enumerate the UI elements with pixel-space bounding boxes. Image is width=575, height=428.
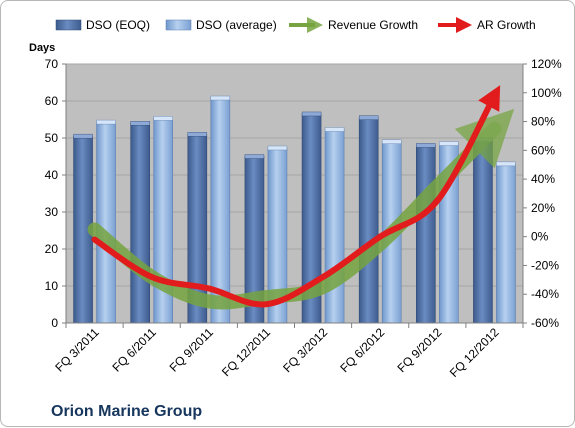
bar-dso-eoq-cap (359, 116, 378, 120)
bar-dso-eoq-cap (302, 112, 321, 116)
y2-tick-label: 60% (531, 143, 555, 157)
bar-dso-average (97, 122, 116, 323)
legend-item-revenue-growth: Revenue Growth (289, 18, 418, 32)
x-tick-label: FQ 9/2012 (394, 325, 444, 375)
legend-swatch-dso-average (166, 20, 191, 30)
bar-dso-average-cap (154, 116, 173, 120)
y2-tick-label: -60% (531, 316, 559, 330)
y-tick-label: 30 (45, 205, 59, 219)
legend-item-ar-growth: AR Growth (438, 18, 536, 32)
bar-dso-average-cap (496, 162, 515, 166)
bar-dso-average (325, 129, 344, 323)
y2-tick-label: -40% (531, 287, 559, 301)
bar-dso-eoq-cap (245, 155, 264, 159)
y-tick-label: 50 (45, 131, 59, 145)
chart-title: Orion Marine Group (51, 403, 202, 420)
y-tick-label: 10 (45, 279, 59, 293)
bar-dso-average-cap (439, 142, 458, 146)
bar-dso-eoq-cap (74, 134, 93, 138)
y2-tick-label: -20% (531, 258, 559, 272)
y-tick-label: 70 (45, 57, 59, 71)
bar-dso-average-cap (211, 96, 230, 100)
y-tick-label: 0 (51, 316, 58, 330)
y2-tick-label: 40% (531, 172, 555, 186)
bar-dso-eoq-cap (416, 143, 435, 147)
bar-dso-average-cap (97, 120, 116, 124)
bar-dso-eoq (359, 118, 378, 323)
legend-item-dso-average: DSO (average) (166, 18, 277, 32)
y2-tick-label: 100% (531, 86, 562, 100)
legend-swatch-dso-eoq (56, 20, 81, 30)
x-tick-label: FQ 6/2012 (337, 325, 387, 375)
y-axis-title: Days (29, 42, 55, 54)
bar-dso-average-cap (268, 146, 287, 150)
y2-tick-label: 80% (531, 115, 555, 129)
bar-dso-eoq (416, 145, 435, 323)
bar-dso-eoq-cap (188, 132, 207, 136)
y-tick-label: 40 (45, 168, 59, 182)
bar-dso-average-cap (325, 127, 344, 131)
y2-tick-label: 0% (531, 230, 549, 244)
x-tick-label: FQ 12/2012 (447, 325, 502, 380)
bar-dso-average (496, 164, 515, 323)
bar-dso-eoq-cap (131, 121, 150, 125)
bar-dso-average-cap (382, 140, 401, 144)
legend: DSO (EOQ) DSO (average) Revenue Growth A… (56, 18, 536, 32)
legend-label-revenue-growth: Revenue Growth (328, 18, 418, 32)
legend-label-ar-growth: AR Growth (477, 18, 536, 32)
y-tick-label: 60 (45, 94, 59, 108)
legend-label-dso-average: DSO (average) (196, 18, 277, 32)
y-tick-label: 20 (45, 242, 59, 256)
y2-tick-label: 120% (531, 57, 562, 71)
legend-item-dso-eoq: DSO (EOQ) (56, 18, 150, 32)
x-tick-label: FQ 3/2012 (280, 325, 330, 375)
x-tick-label: FQ 3/2011 (52, 325, 102, 375)
x-tick-label: FQ 6/2011 (109, 325, 159, 375)
legend-label-dso-eoq: DSO (EOQ) (86, 18, 150, 32)
x-tick-label: FQ 9/2011 (167, 325, 217, 375)
x-tick-label: FQ 12/2011 (219, 325, 273, 379)
bar-dso-eoq (473, 140, 492, 323)
bar-dso-eoq (131, 123, 150, 323)
y2-tick-label: 20% (531, 201, 555, 215)
